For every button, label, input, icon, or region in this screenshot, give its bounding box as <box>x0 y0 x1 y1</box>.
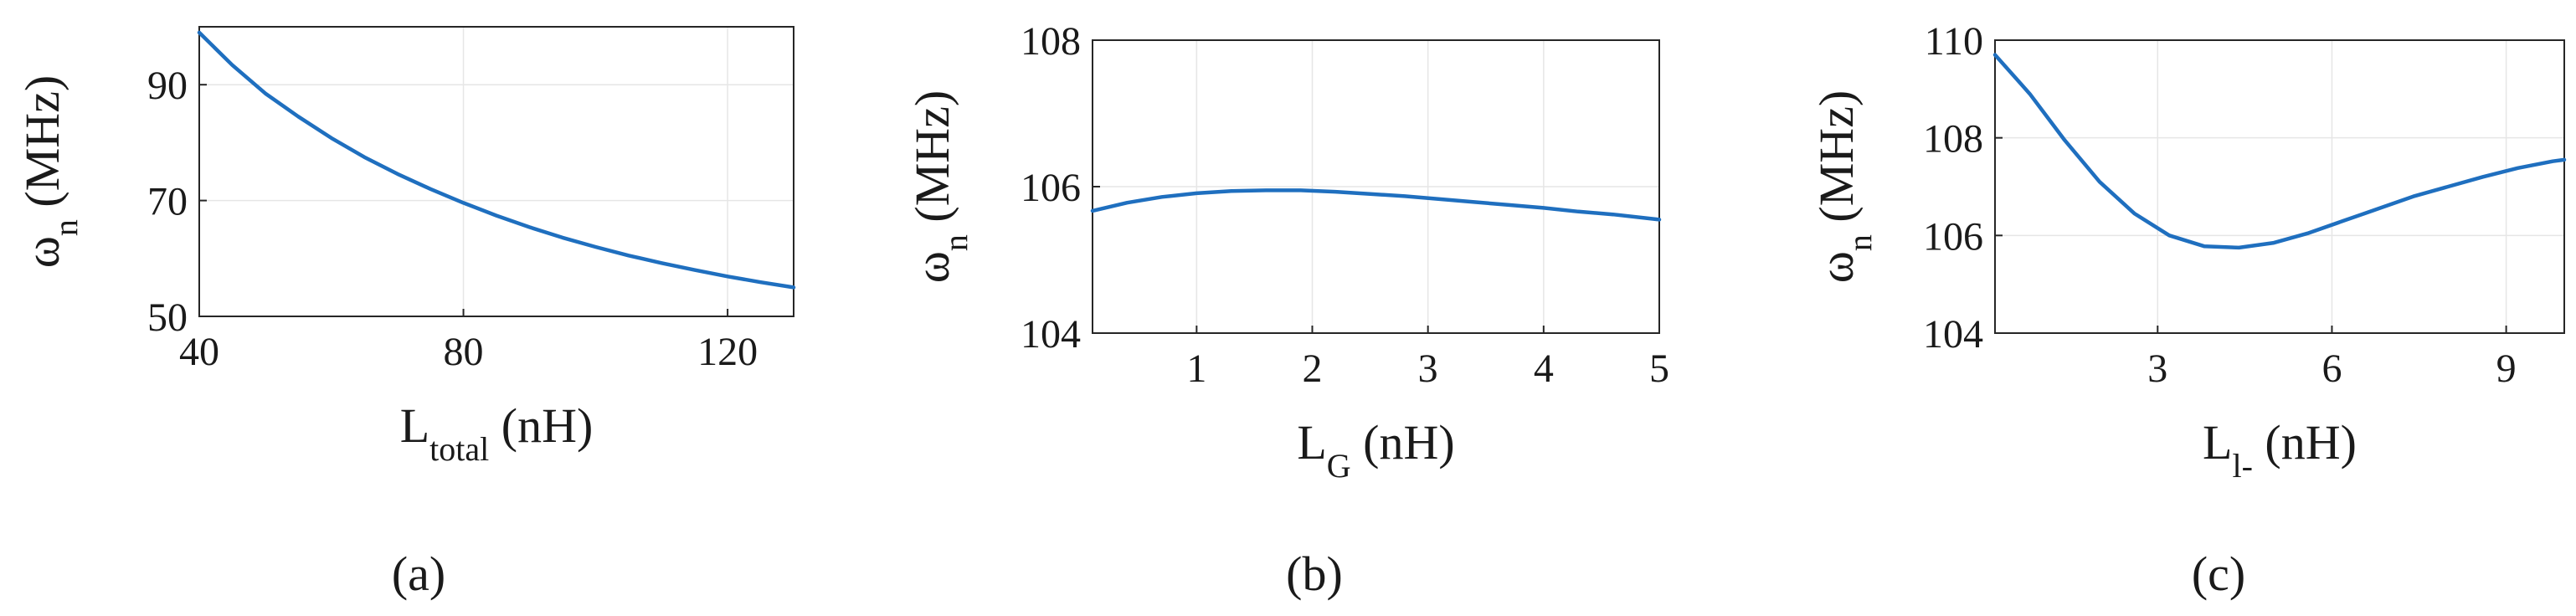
y-axis-label: ωn (MHz) <box>905 90 974 284</box>
y-tick-label: 106 <box>1021 166 1081 210</box>
y-tick-label: 70 <box>147 180 188 224</box>
y-tick-label: 108 <box>1021 19 1081 64</box>
x-axis-label: Ltotal (nH) <box>400 398 594 468</box>
x-tick-label: 80 <box>444 330 484 374</box>
chart-panel-2: 1 2 3 4 5 104 106 108 LG (nH) ωn (MHz) (b) <box>905 19 1669 601</box>
x-tick-label: 2 <box>1303 346 1323 391</box>
series-line-1 <box>1992 53 2567 250</box>
x-tick-label: 5 <box>1649 346 1669 391</box>
x-tick-label: 9 <box>2496 346 2517 391</box>
y-tick-label: 108 <box>1923 117 1983 162</box>
chart-panel-1: 40 80 120 50 70 90 Ltotal (nH) ωn (MHz) (a) <box>15 26 796 601</box>
y-tick-label: 110 <box>1925 19 1983 64</box>
plot-area-frame <box>198 26 794 317</box>
x-axis-label: LG (nH) <box>1297 415 1454 485</box>
x-tick-label: 40 <box>179 330 219 374</box>
x-tick-label: 6 <box>2321 346 2342 391</box>
x-tick-label: 3 <box>2147 346 2167 391</box>
y-tick-label: 106 <box>1923 214 1983 259</box>
y-axis-label: ωn (MHz) <box>1809 90 1879 284</box>
y-axis-label: ωn (MHz) <box>15 75 85 269</box>
x-axis-label: Ll- (nH) <box>2203 415 2357 485</box>
x-tick-label: 120 <box>697 330 758 374</box>
y-tick-label: 50 <box>147 295 188 340</box>
panel-label: (a) <box>392 547 445 601</box>
panel-label: (b) <box>1286 547 1343 601</box>
y-tick-label: 90 <box>147 64 188 108</box>
y-tick-label: 104 <box>1923 312 1983 357</box>
y-tick-label: 104 <box>1021 312 1081 357</box>
plot-area-frame <box>1994 39 2565 334</box>
x-tick-label: 4 <box>1534 346 1554 391</box>
panel-label: (c) <box>2192 547 2245 601</box>
chart-panel-3: 3 6 9 104 106 108 110 Ll- (nH) ωn (MHz) (c) <box>1809 19 2567 601</box>
series-line-1 <box>197 30 796 290</box>
series-line-1 <box>1090 188 1662 222</box>
x-tick-label: 3 <box>1418 346 1438 391</box>
x-tick-label: 1 <box>1186 346 1206 391</box>
